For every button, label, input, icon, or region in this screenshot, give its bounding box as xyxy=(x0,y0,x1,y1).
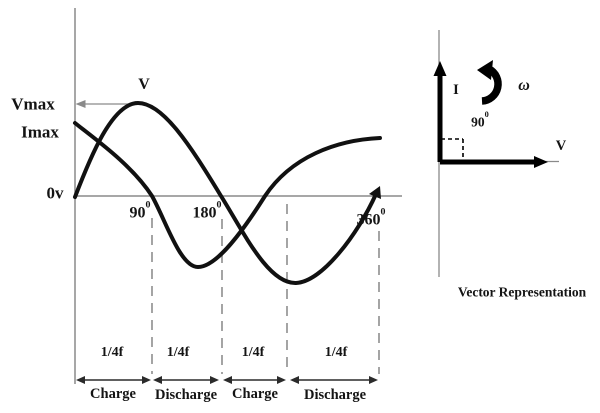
vector-current-label: I xyxy=(453,81,459,98)
interval-arrow-head xyxy=(290,376,299,384)
current-curve xyxy=(73,121,382,270)
zero-volt-label: 0v xyxy=(46,183,64,203)
vmax-label: Vmax xyxy=(11,94,55,114)
x-tick-180deg: 1800 xyxy=(192,199,222,222)
interval-arrow-head xyxy=(277,376,286,384)
interval-phase-3: Charge xyxy=(232,385,278,402)
x-tick-360deg-value: 360 xyxy=(356,211,381,229)
vector-angle-value: 90 xyxy=(471,114,485,130)
interval-duration-3: 1/4f xyxy=(241,345,265,360)
interval-phase-4: Discharge xyxy=(303,386,367,403)
vector-angle-label: 900 xyxy=(471,111,489,130)
interval-arrow-head xyxy=(76,376,85,384)
voltage-curve-label: V xyxy=(138,76,150,93)
rotation-arrowhead xyxy=(477,60,493,80)
omega-label: ω xyxy=(518,77,530,94)
x-tick-90deg-sup: 0 xyxy=(145,198,151,210)
interval-duration-4: 1/4f xyxy=(324,345,348,360)
imax-label: Imax xyxy=(21,122,59,142)
interval-arrow-head xyxy=(369,376,378,384)
interval-arrow-head xyxy=(153,376,162,384)
waveform-curves xyxy=(73,100,382,286)
vector-caption: Vector Representation xyxy=(457,284,587,300)
phase-gridlines xyxy=(151,204,380,374)
rotation-arrow xyxy=(481,65,502,105)
interval-phase-2: Discharge xyxy=(154,386,218,403)
interval-arrow-head xyxy=(223,376,232,384)
interval-phase-1: Charge xyxy=(90,385,136,402)
x-tick-90deg: 900 xyxy=(129,199,151,222)
x-tick-360deg-sup: 0 xyxy=(380,205,386,217)
interval-arrow-head xyxy=(210,376,219,384)
x-tick-360deg: 3600 xyxy=(356,206,386,229)
x-tick-180deg-sup: 0 xyxy=(216,198,222,210)
interval-duration-1: 1/4f xyxy=(100,345,124,360)
vmax-reference-arrowhead xyxy=(75,100,86,108)
right-angle-dashes xyxy=(441,138,464,160)
vector-angle-sup: 0 xyxy=(484,110,489,120)
voltage-curve xyxy=(73,100,378,286)
vector-voltage-label: V xyxy=(555,137,567,154)
interval-arrow-head xyxy=(142,376,151,384)
interval-duration-2: 1/4f xyxy=(166,345,190,360)
voltage-vector-arrowhead xyxy=(534,156,548,168)
current-vector-arrowhead xyxy=(433,61,447,76)
interval-arrows xyxy=(76,376,378,384)
x-tick-90deg-value: 90 xyxy=(129,204,146,222)
voltage-curve-arrowhead xyxy=(369,186,381,199)
vector-diagram xyxy=(433,60,548,168)
x-tick-180deg-value: 180 xyxy=(192,204,217,222)
